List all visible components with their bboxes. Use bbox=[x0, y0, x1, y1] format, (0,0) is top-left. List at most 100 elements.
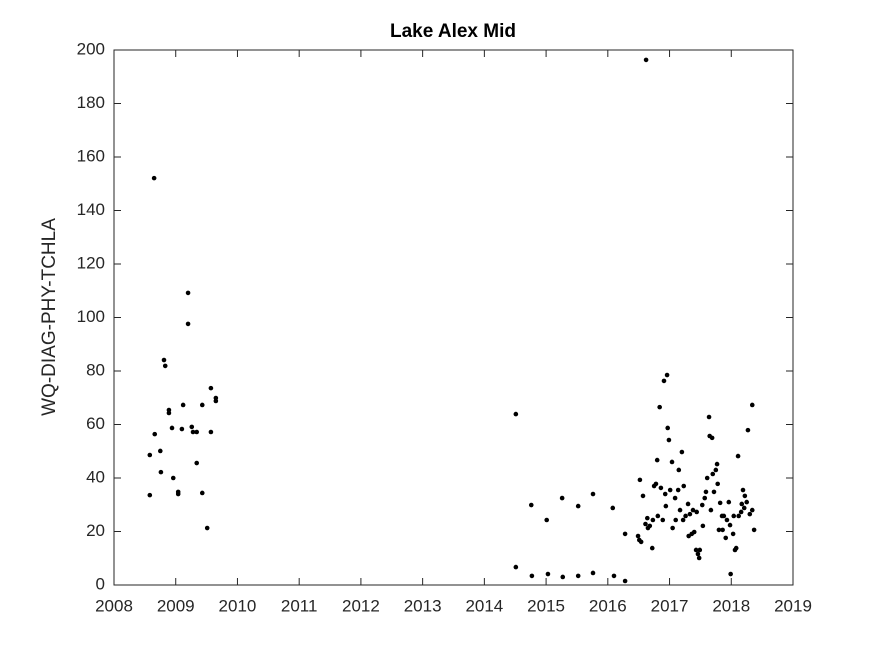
y-tick-label: 0 bbox=[96, 574, 105, 593]
point bbox=[649, 545, 655, 551]
point bbox=[679, 449, 685, 455]
point bbox=[529, 573, 535, 579]
point bbox=[676, 467, 682, 473]
point bbox=[199, 490, 205, 496]
point bbox=[643, 521, 648, 527]
point bbox=[208, 385, 214, 391]
point bbox=[702, 495, 708, 501]
x-tick-label: 2019 bbox=[774, 596, 812, 615]
point bbox=[721, 513, 727, 519]
point bbox=[204, 525, 210, 531]
point bbox=[751, 527, 757, 533]
chart-title: Lake Alex Mid bbox=[390, 21, 516, 42]
point bbox=[735, 453, 741, 459]
point bbox=[653, 481, 659, 487]
x-tick-label: 2014 bbox=[465, 596, 503, 615]
point bbox=[194, 460, 200, 466]
point bbox=[189, 424, 195, 430]
y-tick-label: 160 bbox=[77, 146, 105, 165]
point bbox=[714, 461, 720, 467]
point bbox=[706, 414, 712, 420]
point bbox=[733, 545, 739, 551]
point bbox=[645, 515, 650, 521]
point bbox=[672, 495, 678, 501]
point bbox=[640, 493, 646, 499]
point bbox=[708, 507, 714, 513]
point bbox=[730, 531, 736, 537]
point bbox=[162, 363, 168, 369]
point bbox=[685, 501, 691, 507]
point bbox=[575, 573, 581, 579]
point bbox=[208, 429, 214, 435]
point bbox=[166, 410, 172, 416]
point bbox=[513, 564, 519, 570]
point bbox=[741, 505, 747, 511]
point bbox=[716, 527, 722, 533]
point bbox=[724, 517, 730, 523]
point bbox=[185, 290, 191, 296]
point bbox=[715, 481, 720, 487]
point bbox=[693, 547, 699, 553]
point bbox=[749, 507, 755, 513]
point bbox=[691, 529, 697, 535]
y-tick-label: 120 bbox=[77, 253, 105, 272]
point bbox=[740, 487, 746, 493]
point bbox=[180, 402, 186, 408]
point bbox=[643, 57, 649, 63]
point bbox=[660, 517, 666, 523]
x-tick-label: 2015 bbox=[527, 596, 565, 615]
point bbox=[664, 372, 670, 378]
point bbox=[699, 502, 705, 508]
point bbox=[528, 502, 534, 508]
point bbox=[713, 467, 719, 473]
point bbox=[681, 483, 687, 489]
point bbox=[727, 522, 733, 528]
x-tick-label: 2009 bbox=[157, 596, 195, 615]
point bbox=[663, 503, 669, 509]
point bbox=[655, 513, 661, 519]
point bbox=[666, 437, 672, 443]
point bbox=[611, 573, 617, 579]
point bbox=[152, 431, 158, 437]
point bbox=[590, 570, 596, 576]
point bbox=[590, 491, 596, 497]
point bbox=[158, 469, 164, 475]
point bbox=[622, 578, 628, 584]
plot-frame bbox=[113, 49, 794, 586]
point bbox=[700, 523, 706, 529]
point bbox=[703, 489, 709, 495]
point bbox=[559, 495, 565, 501]
point bbox=[720, 527, 725, 533]
point bbox=[710, 471, 716, 477]
x-tick-label: 2011 bbox=[281, 596, 318, 615]
point bbox=[694, 509, 700, 515]
x-tick-label: 2016 bbox=[589, 596, 627, 615]
point bbox=[667, 487, 673, 493]
point bbox=[736, 513, 741, 519]
x-tick-label: 2012 bbox=[342, 596, 380, 615]
y-tick-label: 200 bbox=[77, 39, 105, 58]
point bbox=[744, 499, 750, 505]
point bbox=[675, 487, 681, 493]
point bbox=[687, 511, 693, 517]
point bbox=[726, 499, 732, 505]
point bbox=[654, 457, 660, 463]
y-tick-label: 60 bbox=[86, 414, 105, 433]
point bbox=[723, 535, 729, 541]
point bbox=[161, 357, 167, 363]
point bbox=[738, 509, 744, 515]
point bbox=[622, 531, 628, 537]
point bbox=[647, 523, 653, 529]
point bbox=[658, 485, 664, 491]
point bbox=[190, 429, 196, 435]
point bbox=[175, 491, 181, 497]
point bbox=[147, 452, 153, 458]
x-tick-label: 2017 bbox=[651, 596, 689, 615]
point bbox=[650, 517, 656, 523]
point bbox=[695, 551, 701, 557]
point bbox=[637, 477, 643, 483]
point bbox=[170, 475, 176, 481]
point bbox=[657, 404, 662, 410]
point bbox=[709, 435, 715, 441]
point bbox=[157, 448, 163, 454]
